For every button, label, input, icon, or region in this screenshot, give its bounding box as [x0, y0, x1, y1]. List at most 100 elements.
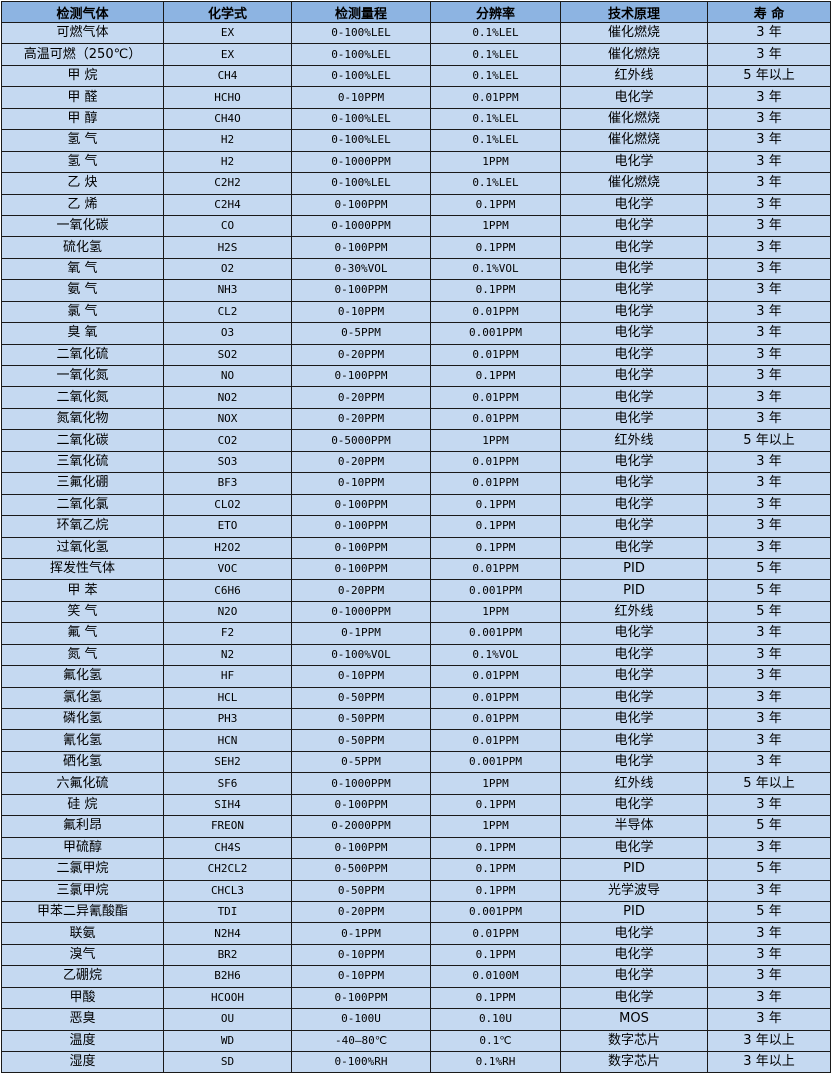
formula-cell: OU — [163, 1008, 292, 1031]
gas-cell: 氯化氢 — [1, 686, 164, 710]
table-row: 温度 WD -40—80℃ 0.1℃ 数字芯片 3 年以上 — [1, 1029, 831, 1053]
principle-cell: 电化学 — [560, 943, 708, 967]
table-row: 氟 气 F2 0-1PPM 0.001PPM 电化学 3 年 — [1, 622, 831, 645]
gas-cell: 溴气 — [1, 943, 164, 967]
range-cell: 0-10PPM — [291, 965, 431, 988]
table-header: 检测气体 化学式 检测量程 分辨率 技术原理 寿 命 — [1, 1, 831, 23]
table-row: 二氧化碳 CO2 0-5000PPM 1PPM 红外线 5 年以上 — [1, 429, 831, 452]
formula-cell: B2H6 — [163, 965, 292, 988]
principle-cell: 催化燃烧 — [560, 172, 708, 195]
formula-cell: CO — [163, 214, 292, 238]
range-cell: 0-10PPM — [291, 86, 431, 109]
formula-cell: C6H6 — [163, 579, 292, 602]
table-row: 乙 烯 C2H4 0-100PPM 0.1PPM 电化学 3 年 — [1, 193, 831, 216]
principle-cell: 电化学 — [560, 322, 708, 345]
header-lifespan: 寿 命 — [707, 1, 831, 23]
principle-cell: 红外线 — [560, 772, 708, 795]
lifespan-cell: 3 年 — [707, 986, 831, 1010]
header-row: 检测气体 化学式 检测量程 分辨率 技术原理 寿 命 — [1, 1, 831, 23]
gas-cell: 高温可燃（250℃） — [1, 43, 164, 66]
range-cell: 0-5PPM — [291, 750, 431, 774]
lifespan-cell: 3 年 — [707, 836, 831, 860]
formula-cell: EX — [163, 43, 292, 66]
range-cell: 0-100%LEL — [291, 129, 431, 152]
range-cell: 0-100U — [291, 1008, 431, 1031]
principle-cell: 电化学 — [560, 407, 708, 431]
formula-cell: HCL — [163, 686, 292, 710]
table-row: 氯化氢 HCL 0-50PPM 0.01PPM 电化学 3 年 — [1, 686, 831, 710]
table-row: 甲硫醇 CH4S 0-100PPM 0.1PPM 电化学 3 年 — [1, 836, 831, 860]
range-cell: 0-20PPM — [291, 900, 431, 924]
table-row: 甲酸 HCOOH 0-100PPM 0.1PPM 电化学 3 年 — [1, 986, 831, 1010]
table-row: 六氟化硫 SF6 0-1000PPM 1PPM 红外线 5 年以上 — [1, 772, 831, 795]
range-cell: 0-50PPM — [291, 707, 431, 731]
table-row: 联氨 N2H4 0-1PPM 0.01PPM 电化学 3 年 — [1, 922, 831, 945]
range-cell: 0-100%LEL — [291, 21, 431, 45]
principle-cell: 电化学 — [560, 665, 708, 688]
resolution-cell: 0.1%LEL — [430, 21, 561, 45]
table-row: 磷化氢 PH3 0-50PPM 0.01PPM 电化学 3 年 — [1, 707, 831, 731]
principle-cell: 电化学 — [560, 386, 708, 409]
formula-cell: VOC — [163, 557, 292, 581]
gas-cell: 二氧化氯 — [1, 493, 164, 517]
principle-cell: 电化学 — [560, 472, 708, 495]
table-row: 甲 醛 HCHO 0-10PPM 0.01PPM 电化学 3 年 — [1, 86, 831, 109]
table-row: 甲 苯 C6H6 0-20PPM 0.001PPM PID 5 年 — [1, 579, 831, 602]
resolution-cell: 0.01PPM — [430, 472, 561, 495]
gas-cell: 乙 烯 — [1, 193, 164, 216]
table-row: 一氧化氮 NO 0-100PPM 0.1PPM 电化学 3 年 — [1, 364, 831, 388]
formula-cell: NO — [163, 364, 292, 388]
table-row: 甲 醇 CH4O 0-100%LEL 0.1%LEL 催化燃烧 3 年 — [1, 107, 831, 131]
table-row: 氨 气 NH3 0-100PPM 0.1PPM 电化学 3 年 — [1, 279, 831, 302]
gas-cell: 笑 气 — [1, 600, 164, 624]
lifespan-cell: 3 年 — [707, 750, 831, 774]
resolution-cell: 0.1PPM — [430, 858, 561, 881]
gas-cell: 温度 — [1, 1029, 164, 1053]
range-cell: 0-100%LEL — [291, 107, 431, 131]
principle-cell: 电化学 — [560, 686, 708, 710]
formula-cell: H2 — [163, 129, 292, 152]
gas-cell: 硅 烷 — [1, 793, 164, 817]
range-cell: 0-10PPM — [291, 472, 431, 495]
formula-cell: WD — [163, 1029, 292, 1053]
gas-cell: 挥发性气体 — [1, 557, 164, 581]
lifespan-cell: 3 年 — [707, 515, 831, 538]
resolution-cell: 0.1%RH — [430, 1050, 561, 1074]
resolution-cell: 0.001PPM — [430, 322, 561, 345]
range-cell: 0-1PPM — [291, 622, 431, 645]
range-cell: 0-50PPM — [291, 686, 431, 710]
resolution-cell: 0.1PPM — [430, 943, 561, 967]
lifespan-cell: 3 年 — [707, 622, 831, 645]
table-row: 二氧化氮 NO2 0-20PPM 0.01PPM 电化学 3 年 — [1, 386, 831, 409]
gas-cell: 湿度 — [1, 1050, 164, 1074]
gas-cell: 氮氧化物 — [1, 407, 164, 431]
lifespan-cell: 3 年 — [707, 879, 831, 902]
formula-cell: H2S — [163, 236, 292, 259]
resolution-cell: 0.01PPM — [430, 665, 561, 688]
principle-cell: MOS — [560, 1008, 708, 1031]
range-cell: -40—80℃ — [291, 1029, 431, 1053]
range-cell: 0-100PPM — [291, 279, 431, 302]
gas-cell: 氮 气 — [1, 643, 164, 667]
resolution-cell: 0.01PPM — [430, 386, 561, 409]
table-row: 氟利昂 FREON 0-2000PPM 1PPM 半导体 5 年 — [1, 815, 831, 838]
gas-cell: 可燃气体 — [1, 21, 164, 45]
range-cell: 0-50PPM — [291, 879, 431, 902]
table-row: 甲 烷 CH4 0-100%LEL 0.1%LEL 红外线 5 年以上 — [1, 64, 831, 88]
table-row: 三氟化硼 BF3 0-10PPM 0.01PPM 电化学 3 年 — [1, 472, 831, 495]
range-cell: 0-50PPM — [291, 729, 431, 752]
principle-cell: 电化学 — [560, 343, 708, 367]
formula-cell: H2O2 — [163, 536, 292, 559]
lifespan-cell: 3 年 — [707, 364, 831, 388]
gas-cell: 臭 氧 — [1, 322, 164, 345]
resolution-cell: 0.1℃ — [430, 1029, 561, 1053]
range-cell: 0-1PPM — [291, 922, 431, 945]
range-cell: 0-100PPM — [291, 836, 431, 860]
gas-cell: 三氯甲烷 — [1, 879, 164, 902]
formula-cell: CL2 — [163, 300, 292, 324]
table-row: 乙硼烷 B2H6 0-10PPM 0.0100M 电化学 3 年 — [1, 965, 831, 988]
table-row: 笑 气 N2O 0-1000PPM 1PPM 红外线 5 年 — [1, 600, 831, 624]
principle-cell: 电化学 — [560, 300, 708, 324]
table-row: 三氯甲烷 CHCL3 0-50PPM 0.1PPM 光学波导 3 年 — [1, 879, 831, 902]
formula-cell: HCOOH — [163, 986, 292, 1010]
